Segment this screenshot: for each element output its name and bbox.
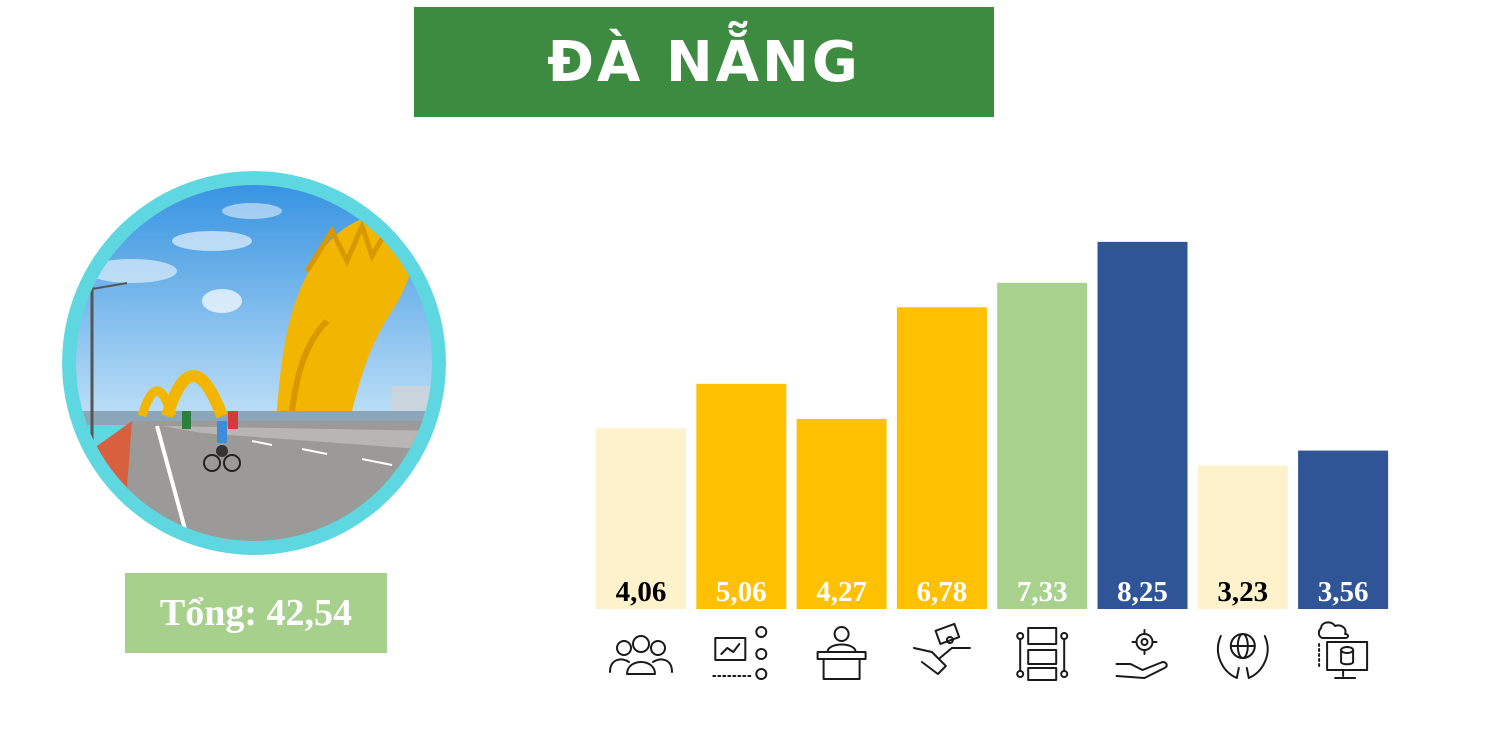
handshake-money-icon <box>912 622 971 675</box>
city-photo <box>62 171 446 555</box>
page-title: ĐÀ NẴNG <box>547 29 861 95</box>
bar-7 <box>1197 465 1288 609</box>
globe-hands-icon <box>1216 633 1269 679</box>
bar-1 <box>596 428 686 609</box>
bar-5 <box>997 282 1088 609</box>
bar-value-label: 7,33 <box>1017 576 1068 608</box>
bar-value-label: 5,06 <box>716 576 767 608</box>
people-group-icon <box>609 635 673 675</box>
bar-value-label: 4,27 <box>816 576 867 608</box>
bar-8 <box>1298 450 1389 609</box>
bar-value-label: 8,25 <box>1117 576 1168 608</box>
bar-value-label: 3,56 <box>1318 576 1369 608</box>
title-banner: ĐÀ NẴNG <box>414 7 994 117</box>
bar-value-label: 6,78 <box>917 576 968 608</box>
presentation-icon <box>712 626 768 680</box>
total-value: Tổng: 42,54 <box>159 592 353 634</box>
flowchart-icon <box>1016 627 1069 681</box>
total-box: Tổng: 42,54 <box>125 573 387 653</box>
bar-value-label: 3,23 <box>1217 576 1268 608</box>
speaker-podium-icon <box>816 626 867 680</box>
bar-3 <box>796 418 887 609</box>
bar-2 <box>696 383 787 609</box>
bar-6 <box>1097 241 1188 609</box>
gear-hand-icon <box>1115 629 1168 679</box>
cloud-database-monitor-icon <box>1317 621 1369 679</box>
bar-value-label: 4,06 <box>616 576 667 608</box>
bar-4 <box>896 307 987 609</box>
